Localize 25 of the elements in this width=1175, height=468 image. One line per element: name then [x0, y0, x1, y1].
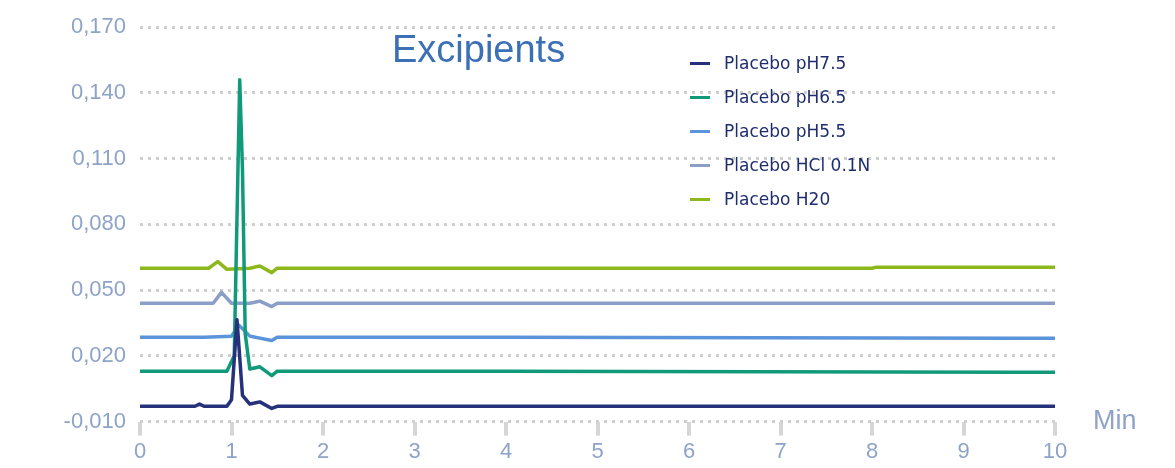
chart-title: Excipients — [391, 28, 566, 71]
x-tick-label: 3 — [408, 437, 421, 463]
y-tick-label: 0,050 — [70, 276, 126, 302]
x-tick-label: 0 — [133, 437, 147, 463]
y-tick-label: 0,110 — [72, 144, 126, 170]
x-tick-label: 7 — [774, 437, 787, 463]
x-tick-label: 6 — [682, 437, 696, 463]
x-axis-title: Min — [1093, 405, 1137, 436]
x-tick-label: 2 — [316, 437, 330, 463]
legend-label: Placebo HCl 0.1N — [724, 155, 871, 175]
legend-label: Placebo pH6.5 — [724, 87, 847, 107]
x-tick-label: 8 — [865, 437, 879, 463]
x-tick-label: 4 — [499, 437, 513, 463]
x-tick-label: 5 — [591, 437, 604, 463]
legend-label: Placebo H20 — [724, 189, 831, 209]
legend-label: Placebo pH7.5 — [724, 53, 847, 73]
y-tick-label: 0,140 — [70, 79, 126, 104]
legend-label: Placebo pH5.5 — [724, 121, 847, 141]
y-tick-label: 0,080 — [70, 210, 126, 236]
y-tick-label: -0,010 — [63, 407, 126, 433]
y-tick-label: 0,170 — [70, 13, 126, 39]
x-tick-label: 9 — [957, 437, 970, 463]
x-tick-label: 10 — [1042, 437, 1068, 463]
x-tick-label: 1 — [225, 437, 238, 463]
y-tick-label: 0,020 — [70, 341, 126, 367]
